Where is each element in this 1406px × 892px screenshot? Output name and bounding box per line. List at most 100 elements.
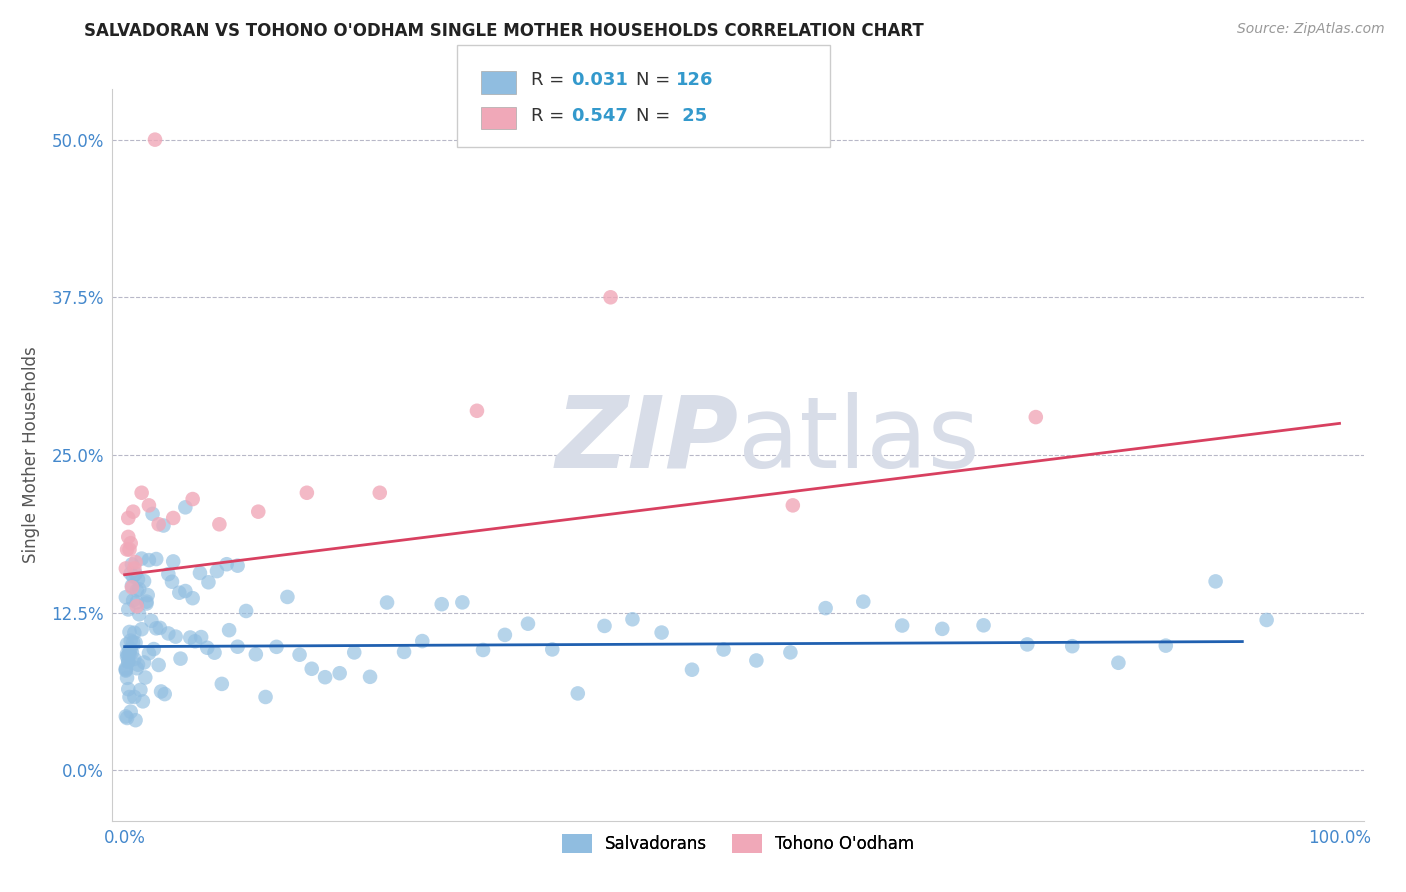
Point xyxy=(301,662,323,676)
Point xyxy=(124,625,146,640)
Point xyxy=(567,686,589,700)
Point xyxy=(117,602,139,616)
Point xyxy=(131,622,153,636)
Point xyxy=(125,583,148,598)
Point xyxy=(681,663,703,677)
Point xyxy=(931,622,953,636)
Point xyxy=(132,694,155,708)
Point xyxy=(125,595,148,609)
Point xyxy=(247,505,270,519)
Legend: Salvadorans, Tohono O'odham: Salvadorans, Tohono O'odham xyxy=(555,827,921,860)
Point xyxy=(169,585,191,599)
Text: 0.031: 0.031 xyxy=(571,71,627,89)
Point xyxy=(1107,656,1129,670)
Point xyxy=(118,647,141,661)
Point xyxy=(115,590,138,604)
Text: atlas: atlas xyxy=(738,392,980,489)
Point xyxy=(745,653,768,667)
Point xyxy=(157,626,180,640)
Point xyxy=(149,621,172,635)
Point xyxy=(121,580,143,594)
Point xyxy=(973,618,995,632)
Point xyxy=(118,624,141,639)
Point xyxy=(208,517,231,532)
Point xyxy=(1256,613,1278,627)
Point xyxy=(132,656,155,670)
Point xyxy=(197,575,219,590)
Point xyxy=(430,597,453,611)
Point xyxy=(1154,639,1177,653)
Point xyxy=(124,652,146,666)
Text: 25: 25 xyxy=(676,107,707,125)
Text: R =: R = xyxy=(531,71,571,89)
Point xyxy=(814,601,837,615)
Point xyxy=(375,595,398,609)
Point xyxy=(122,593,145,607)
Point xyxy=(127,572,149,586)
Point xyxy=(142,507,165,521)
Point xyxy=(174,500,197,515)
Point xyxy=(115,647,138,661)
Point xyxy=(1025,410,1047,425)
Point xyxy=(651,625,673,640)
Point xyxy=(115,561,138,575)
Point xyxy=(891,618,914,632)
Y-axis label: Single Mother Households: Single Mother Households xyxy=(22,347,41,563)
Point xyxy=(392,645,415,659)
Point xyxy=(204,646,226,660)
Point xyxy=(517,616,540,631)
Point xyxy=(122,569,145,583)
Point xyxy=(411,634,433,648)
Point xyxy=(184,634,207,648)
Point xyxy=(782,499,804,513)
Point xyxy=(779,645,801,659)
Point xyxy=(124,713,146,727)
Point xyxy=(136,588,159,602)
Point xyxy=(181,591,204,606)
Point xyxy=(129,682,152,697)
Point xyxy=(211,677,233,691)
Point xyxy=(138,499,160,513)
Point xyxy=(226,558,249,573)
Text: ZIP: ZIP xyxy=(555,392,738,489)
Point xyxy=(115,649,138,664)
Point xyxy=(179,631,201,645)
Point xyxy=(117,648,139,663)
Point xyxy=(621,612,644,626)
Point xyxy=(135,594,157,608)
Point xyxy=(131,485,153,500)
Point xyxy=(169,651,191,665)
Point xyxy=(162,554,184,568)
Point xyxy=(329,666,352,681)
Point xyxy=(115,711,138,725)
Point xyxy=(218,623,240,637)
Point xyxy=(541,642,564,657)
Text: N =: N = xyxy=(636,107,675,125)
Point xyxy=(174,584,197,599)
Point xyxy=(254,690,277,704)
Point xyxy=(134,671,156,685)
Point xyxy=(245,648,267,662)
Point xyxy=(115,664,138,678)
Point xyxy=(141,614,163,628)
Point xyxy=(128,607,150,622)
Point xyxy=(115,671,138,685)
Point xyxy=(152,518,174,533)
Point xyxy=(124,636,146,650)
Point xyxy=(121,558,143,572)
Point xyxy=(148,657,170,672)
Point xyxy=(157,567,180,582)
Point xyxy=(150,684,173,698)
Point xyxy=(162,511,184,525)
Text: SALVADORAN VS TOHONO O'ODHAM SINGLE MOTHER HOUSEHOLDS CORRELATION CHART: SALVADORAN VS TOHONO O'ODHAM SINGLE MOTH… xyxy=(84,22,924,40)
Point xyxy=(368,485,391,500)
Point xyxy=(142,642,165,657)
Point xyxy=(117,655,139,669)
Point xyxy=(181,491,204,506)
Point xyxy=(343,645,366,659)
Point xyxy=(118,644,141,658)
Point xyxy=(117,682,139,697)
Point xyxy=(160,574,183,589)
Point xyxy=(359,670,381,684)
Point xyxy=(117,530,139,544)
